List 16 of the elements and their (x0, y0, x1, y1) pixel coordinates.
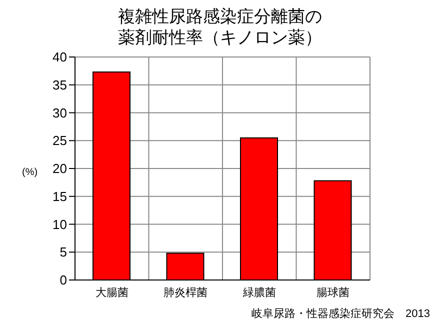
x-tick-label: 肺炎桿菌 (164, 286, 208, 299)
x-tick-label: 腸球菌 (316, 286, 350, 299)
y-tick-label: 20 (52, 161, 67, 176)
y-tick-label: 35 (52, 77, 67, 92)
y-tick-label: 0 (60, 272, 67, 288)
y-tick-label: 30 (52, 105, 67, 120)
y-tick-label: 40 (52, 50, 67, 65)
y-tick-label: 10 (52, 216, 67, 232)
text: 岐阜尿路・性器感染症研究会 2013 (252, 306, 430, 321)
x-tick-label: 大腸菌 (95, 286, 128, 299)
x-tick-label: 緑膿菌 (242, 286, 276, 299)
chart-title: 複雑性尿路感染症分離菌の薬剤耐性率（キノロン薬） (117, 6, 323, 48)
y-tick-label: 25 (52, 133, 67, 148)
y-axis-title: (%) (22, 167, 38, 178)
y-tick-label: 15 (52, 188, 67, 204)
y-tick-label: 5 (60, 244, 67, 260)
